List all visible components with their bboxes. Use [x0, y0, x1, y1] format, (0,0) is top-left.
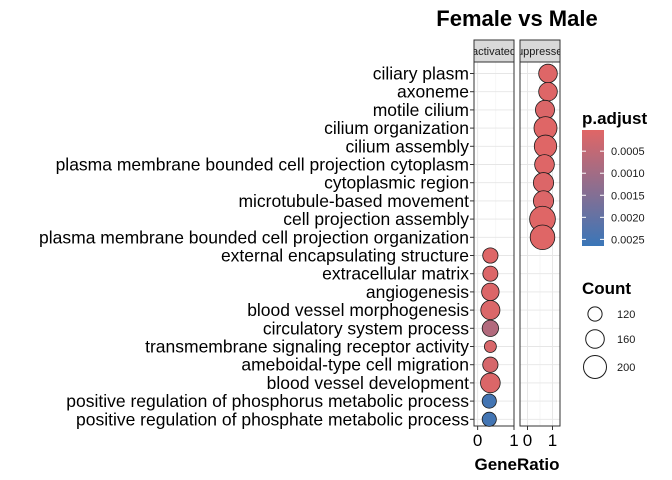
size-legend-label: 200 [617, 362, 635, 374]
x-tick-label: 0 [473, 431, 482, 450]
size-legend-label: 120 [617, 309, 635, 321]
y-tick-label: axoneme [397, 82, 469, 102]
facet-strip-label: suppressed [512, 46, 569, 58]
data-point [529, 224, 556, 251]
y-tick-label: motile cilium [373, 100, 469, 120]
data-point [481, 411, 497, 427]
data-point [481, 393, 497, 409]
y-tick-label: cell projection assembly [283, 209, 469, 229]
y-tick-label: microtubule-based movement [238, 191, 469, 211]
size-legend-key [587, 306, 603, 322]
facet-strip-label: activated [472, 46, 516, 58]
y-tick-label: blood vessel development [267, 373, 469, 393]
size-legend-label: 160 [617, 334, 635, 346]
facet-strip [519, 39, 561, 63]
colorbar-label: 0.0025 [611, 234, 645, 246]
y-tick-label: plasma membrane bounded cell projection … [39, 227, 469, 247]
colorbar-label: 0.0005 [611, 146, 645, 158]
colorbar-label: 0.0010 [611, 168, 645, 180]
size-legend-key [585, 329, 605, 349]
chart-title: Female vs Male [436, 6, 597, 31]
y-tick-label: ciliary plasm [373, 64, 469, 84]
y-tick-label: cilium assembly [346, 136, 470, 156]
x-axis-label: GeneRatio [474, 455, 559, 474]
data-point [533, 134, 558, 158]
y-tick-label: circulatory system process [263, 318, 469, 338]
data-point [534, 154, 555, 175]
facet-strip [473, 39, 515, 63]
data-point [482, 265, 499, 282]
data-point [532, 172, 555, 194]
data-point [480, 372, 501, 394]
data-point [481, 319, 499, 337]
x-tick-label: 1 [509, 431, 518, 450]
y-tick-label: ameboidal-type cell migration [241, 355, 469, 375]
data-point [482, 247, 499, 264]
y-tick-label: plasma membrane bounded cell projection … [56, 155, 469, 175]
size-legend-title: Count [582, 279, 631, 298]
y-tick-label: positive regulation of phosphorus metabo… [66, 391, 469, 411]
y-tick-label: cytoplasmic region [324, 173, 469, 193]
y-tick-label: extracellular matrix [322, 264, 469, 284]
size-legend-key [583, 355, 607, 379]
y-tick-label: cilium organization [324, 118, 469, 138]
x-tick-label: 0 [523, 431, 532, 450]
colorbar [582, 130, 604, 246]
colorbar-label: 0.0015 [611, 190, 645, 202]
y-tick-label: transmembrane signaling receptor activit… [145, 337, 469, 357]
color-legend-title: p.adjust [582, 109, 648, 128]
data-point [480, 300, 501, 321]
x-tick-label: 1 [548, 431, 557, 450]
data-point [483, 340, 497, 353]
data-point [538, 63, 558, 84]
data-point [482, 356, 499, 373]
legend-area: p.adjust Count 0.0005 0.0010 0.0015 0.0020 0… [582, 109, 648, 379]
y-tick-label: external encapsulating structure [221, 246, 469, 266]
y-tick-label: blood vessel morphogenesis [247, 300, 469, 320]
y-tick-label: positive regulation of phosphate metabol… [76, 409, 469, 429]
data-point [481, 282, 500, 302]
y-tick-label: angiogenesis [366, 282, 469, 302]
colorbar-label: 0.0020 [611, 212, 645, 224]
data-point [538, 81, 558, 102]
